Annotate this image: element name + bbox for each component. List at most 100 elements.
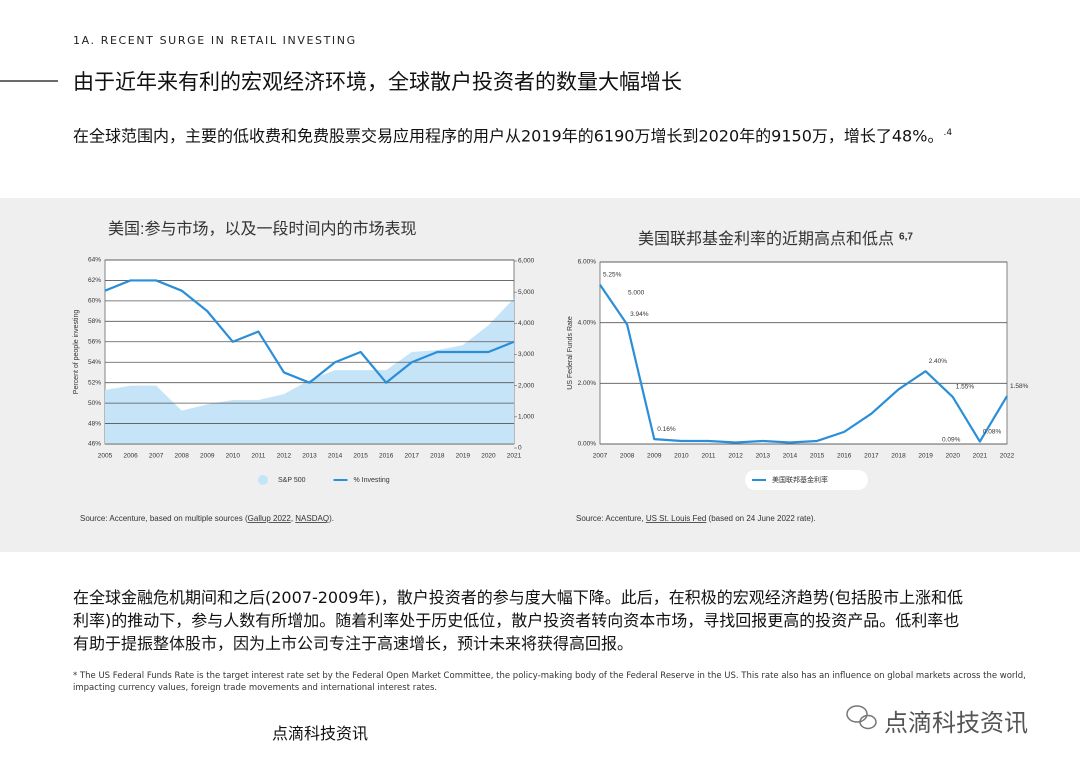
watermark: 点滴科技资讯 [272,724,369,743]
chart: 美国联邦基金利率的近期高点和低点 6,7 US Federal Funds Rate… [567,230,1029,523]
x-tick-label: 2016 [837,453,852,460]
x-tick-label: 2017 [864,453,879,460]
y-tick-label: 58% [88,318,101,325]
intro: 在全球范围内，主要的低收费和免费股票交易应用程序的用户从2019年的6190万增… [73,121,953,148]
x-tick-label: 2013 [756,453,771,460]
x-tick-label: 2009 [200,453,215,460]
y2-tick-label: 1,000 [518,414,535,421]
y2-tick-label: 3,000 [518,351,535,358]
footnote: * The US Federal Funds Rate is the targe… [73,671,1026,693]
source-text: (based on 24 June 2022 rate). [706,514,815,523]
value-label: 1.58% [1010,383,1029,390]
x-tick-label: 2011 [702,453,716,460]
y-tick-label: 46% [88,441,101,448]
y-tick-label: 6.00% [578,259,597,266]
intro-text: 在全球范围内，主要的低收费和免费股票交易应用程序的用户从2019年的6190万增… [73,126,944,146]
chart-title: 美国:参与市场，以及一段时间内的市场表现 [108,220,416,238]
annotation: 0.09% [942,437,961,444]
x-tick-label: 2010 [226,453,241,460]
source-text: Source: Accenture, [576,514,646,523]
source-link[interactable]: NASDAQ [295,514,329,523]
x-tick-label: 2018 [430,453,445,460]
x-tick-label: 2021 [973,453,988,460]
chart-title: 美国联邦基金利率的近期高点和低点 [638,230,894,248]
value-label: 5.25% [603,271,622,278]
source-text: Source: Accenture, based on multiple sou… [80,514,248,523]
y-tick-label: 52% [88,379,101,386]
x-tick-label: 2021 [507,453,522,460]
x-tick-label: 2012 [728,453,743,460]
x-tick-label: 2010 [674,453,689,460]
x-tick-label: 2011 [251,453,265,460]
y-tick-label: 50% [88,400,101,407]
body-text: 在全球金融危机期间和之后(2007-2009年)，散户投资者的参与度大幅下降。此… [73,588,963,653]
legend-swatch [258,475,268,485]
area [105,298,514,444]
y-tick-label: 54% [88,359,101,366]
y-tick-label: 62% [88,277,101,284]
section-label: 1A. RECENT SURGE IN RETAIL INVESTING [73,34,357,47]
y2-tick-label: 0 [518,445,522,452]
y-tick-label: 0.00% [578,441,597,448]
x-tick-label: 2014 [783,453,798,460]
line [599,284,1008,444]
value-label: 1.55% [956,384,975,391]
value-label: 0.16% [657,426,676,433]
legend-box [745,470,868,490]
source-link[interactable]: US St. Louis Fed [646,514,706,523]
legend-label: S&P 500 [278,477,306,484]
y2-tick-label: 2,000 [518,382,535,389]
x-tick-label: 2008 [620,453,635,460]
y-tick-label: 64% [88,257,101,264]
y2-tick-label: 5,000 [518,289,535,296]
legend: 美国联邦基金利率 [745,470,868,490]
y-tick-label: 4.00% [578,319,597,326]
y-tick-label: 48% [88,420,101,427]
x-tick-label: 2007 [593,453,608,460]
value-label: 3.94% [630,311,649,318]
chart-title-note: 6,7 [899,232,913,243]
y2-tick-label: 4,000 [518,320,535,327]
y-tick-label: 56% [88,338,101,345]
x-tick-label: 2020 [945,453,960,460]
x-tick-label: 2008 [174,453,189,460]
intro-note: .4 [943,128,953,138]
y-tick-label: 2.00% [578,380,597,387]
x-tick-label: 2018 [891,453,906,460]
y-tick-label: 60% [88,298,101,305]
source-text: ). [329,514,334,523]
x-tick-label: 2012 [277,453,292,460]
x-tick-label: 2022 [1000,453,1015,460]
legend-label: % Investing [354,477,390,484]
x-tick-label: 2017 [405,453,420,460]
legend-label: 美国联邦基金利率 [772,475,828,484]
brand: 点滴科技资讯 [884,709,1028,737]
x-tick-label: 2009 [647,453,662,460]
annotation: 5.000 [628,290,645,297]
line [104,279,515,384]
x-tick-label: 2005 [98,453,113,460]
source-text: , [291,514,295,523]
x-tick-label: 2019 [456,453,471,460]
brand-icon [846,705,877,730]
value-label: 2.40% [929,358,948,365]
x-tick-label: 2015 [353,453,368,460]
x-tick-label: 2015 [810,453,825,460]
plot-area [599,261,1008,445]
y-axis-label: Percent of people investing [73,310,80,395]
y2-tick-label: 6,000 [518,258,535,265]
x-tick-label: 2006 [123,453,138,460]
value-label: 0.08% [983,428,1002,435]
headline: 由于近年来有利的宏观经济环境，全球散户投资者的数量大幅增长 [73,70,682,94]
x-tick-label: 2007 [149,453,164,460]
x-tick-label: 2014 [328,453,343,460]
x-tick-label: 2016 [379,453,394,460]
y-axis-label: US Federal Funds Rate [567,316,574,390]
x-tick-label: 2019 [918,453,933,460]
legend: S&P 500 % Investing [258,475,390,485]
chart: 美国:参与市场，以及一段时间内的市场表现 Percent of people in… [73,220,535,523]
x-tick-label: 2020 [481,453,496,460]
source-link[interactable]: Gallup 2022 [248,514,292,523]
